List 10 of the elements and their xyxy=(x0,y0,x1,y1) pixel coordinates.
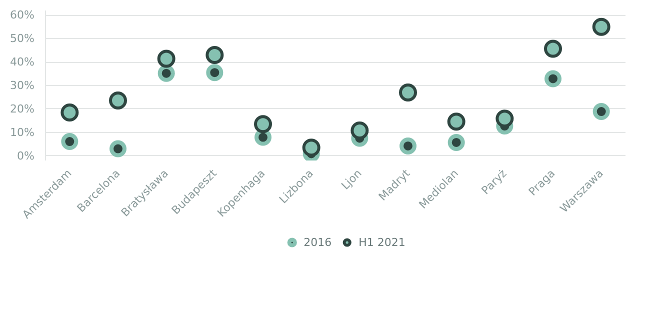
legend-label: H1 2021 xyxy=(358,236,406,248)
legend-label: 2016 xyxy=(304,236,332,248)
y-tick-label: 60% xyxy=(10,8,35,22)
y-tick-label: 50% xyxy=(10,32,35,46)
y-tick-label: 0% xyxy=(17,149,34,162)
y-tick-label: 20% xyxy=(10,102,35,116)
y-tick-label: 10% xyxy=(10,126,35,139)
y-tick-label: 30% xyxy=(10,79,35,92)
x-tick-label: Ljon xyxy=(338,166,364,192)
y-tick-label: 40% xyxy=(10,56,35,69)
